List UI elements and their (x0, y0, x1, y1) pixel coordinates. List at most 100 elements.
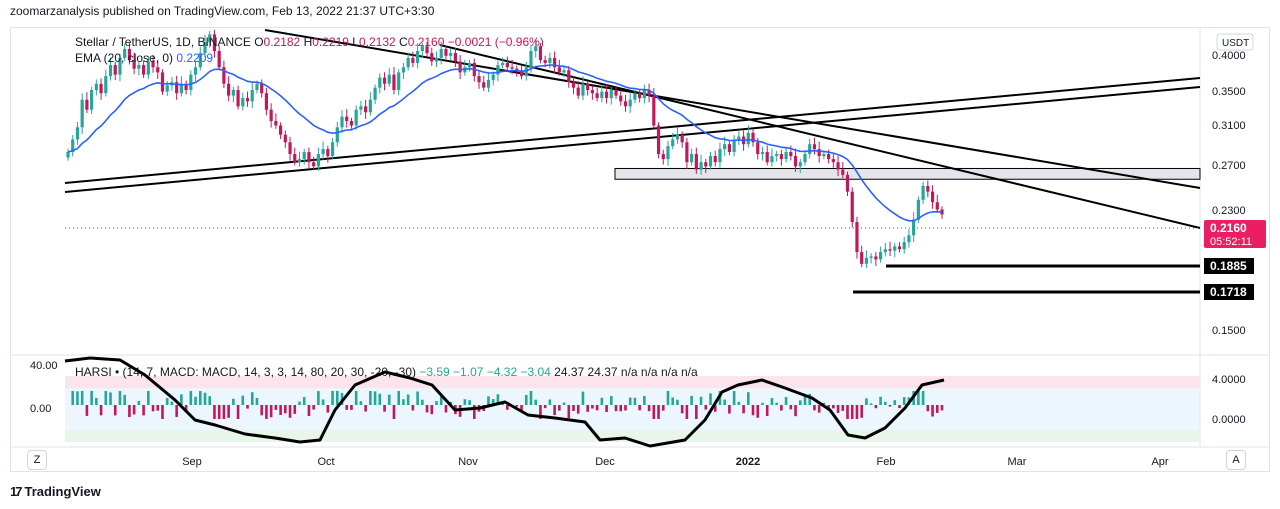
candle-body (897, 246, 902, 250)
candle-body (165, 85, 169, 92)
histogram-bar (265, 405, 268, 419)
histogram-bar (175, 405, 178, 417)
candle-body (108, 65, 113, 77)
histogram-bar (643, 395, 646, 405)
histogram-bar (293, 405, 297, 414)
candle-body (123, 48, 127, 58)
candle-body (231, 90, 235, 96)
histogram-bar (217, 405, 221, 419)
candle-body (212, 34, 217, 51)
z-button[interactable]: Z (27, 450, 47, 470)
histogram-bar (661, 405, 665, 411)
candle-body (623, 101, 628, 107)
histogram-bar (71, 391, 75, 405)
candle-body (94, 83, 98, 91)
candle-body (656, 125, 661, 155)
histogram-bar (562, 402, 566, 405)
candle-body (765, 152, 769, 163)
histogram-bar (898, 405, 901, 409)
candle-body (113, 65, 117, 75)
candle-body (760, 152, 765, 155)
histogram-bar (406, 394, 410, 405)
histogram-bar (917, 391, 920, 405)
candle-body (590, 90, 594, 94)
legend-ema: EMA (20, close, 0) 0.2209 (75, 51, 213, 65)
candle-body (241, 98, 245, 107)
indicator-value: −1.07 (453, 365, 487, 379)
histogram-bar (784, 397, 788, 405)
histogram-bar (76, 391, 79, 405)
histogram-bar (208, 396, 212, 405)
candle-body (236, 90, 240, 107)
x-tick-label: Nov (458, 456, 478, 468)
histogram-bar (189, 391, 193, 405)
histogram-bar (657, 405, 660, 419)
histogram-bar (515, 405, 519, 407)
candle-body (652, 95, 656, 126)
candle-body (477, 76, 481, 83)
histogram-bar (203, 392, 207, 405)
histogram-bar (317, 391, 320, 405)
histogram-bar (756, 405, 760, 418)
auto-scale-button[interactable]: A (1226, 450, 1246, 470)
candle-body (307, 152, 311, 163)
candle-body (666, 146, 670, 160)
candle-body (680, 134, 684, 143)
candle-body (411, 57, 415, 63)
histogram-bar (860, 405, 863, 418)
ohlc-label: O (254, 35, 263, 49)
candle-body (510, 67, 514, 69)
candle-body (869, 256, 873, 258)
histogram-bar (671, 397, 675, 405)
histogram-bar (548, 399, 552, 405)
x-tick-label: Apr (1151, 456, 1168, 468)
tradingview-logo-icon: 17 (10, 484, 23, 499)
candle-body (146, 61, 150, 75)
histogram-bar (284, 405, 287, 414)
candle-body (467, 62, 472, 68)
indicator-value: −3.04 (520, 365, 554, 379)
histogram-bar (567, 405, 571, 419)
x-tick-label: Dec (595, 456, 615, 468)
candle-body (793, 156, 798, 167)
histogram-bar (732, 391, 736, 405)
candle-body (359, 106, 363, 110)
histogram-bar (524, 395, 528, 405)
candle-body (718, 149, 722, 163)
histogram-bar (321, 399, 325, 405)
candle-body (340, 116, 344, 128)
candle-body (203, 42, 207, 54)
candle-body (382, 77, 387, 84)
candle-body (519, 70, 524, 77)
candle-body (586, 83, 590, 91)
histogram-bar (128, 405, 131, 418)
histogram-bar (298, 401, 301, 405)
candle-body (822, 154, 826, 157)
histogram-bar (850, 405, 854, 419)
candle-body (397, 72, 401, 91)
histogram-bar (888, 405, 892, 407)
candle-body (349, 121, 354, 126)
candle-body (855, 222, 859, 253)
histogram-bar (463, 399, 467, 405)
histogram-bar (326, 405, 330, 413)
candle-body (732, 139, 736, 153)
indicator-value: n/a (681, 365, 698, 379)
candle-body (751, 132, 755, 143)
histogram-bar (572, 405, 575, 411)
histogram-bar (161, 405, 164, 419)
candle-body (553, 57, 557, 68)
candle-body (335, 127, 339, 143)
histogram-bar (723, 399, 726, 405)
histogram-bar (765, 405, 769, 417)
histogram-bar (165, 397, 169, 405)
candle-body (704, 162, 708, 167)
trend-line (439, 44, 1201, 229)
indicator-name: HARSI • (14, 7, MACD: MACD, 14, 3, 3, 14… (75, 365, 419, 379)
ohlc-value: 0.2160 (408, 35, 448, 49)
candle-body (845, 174, 850, 192)
candle-body (515, 68, 519, 71)
candle-body (888, 249, 892, 251)
candle-body (354, 109, 358, 126)
